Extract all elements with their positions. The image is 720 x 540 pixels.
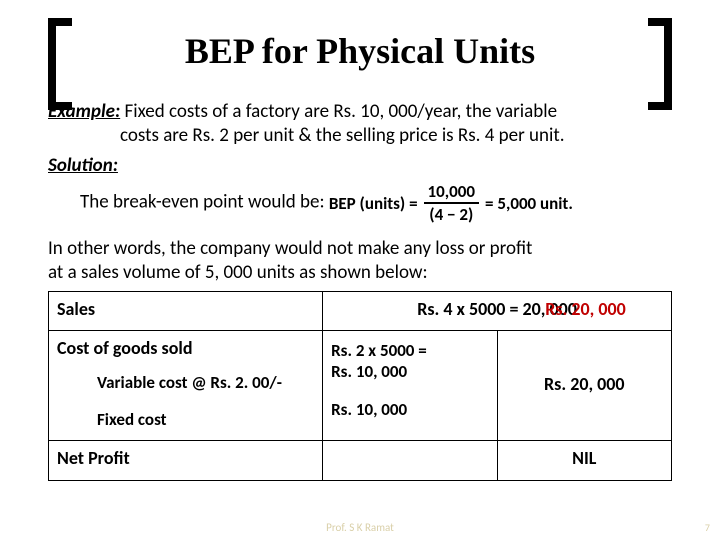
- table-row: Sales Rs. 4 x 5000 = 20, 000 Rs. 20, 000: [49, 291, 672, 331]
- cogs-calc-l1: Rs. 2 x 5000 =: [331, 340, 427, 361]
- formula-lhs: BEP (units) =: [329, 193, 418, 214]
- bracket-right-icon: [648, 18, 672, 110]
- footer-author: Prof. S K Ramat: [0, 521, 720, 534]
- formula-den: (4 − 2): [429, 204, 473, 223]
- afterwords: In other words, the company would not ma…: [48, 237, 672, 285]
- example-text-1: Fixed costs of a factory are Rs. 10, 000…: [120, 100, 557, 123]
- bep-formula: BEP (units) = 10,000 (4 − 2) = 5,000 uni…: [329, 183, 573, 223]
- cell-sales-label: Sales: [49, 291, 323, 331]
- cell-netprofit-blank: [323, 441, 497, 481]
- example-text-2: costs are Rs. 2 per unit & the selling p…: [48, 124, 672, 148]
- solution-label-line: Solution:: [48, 154, 672, 178]
- cogs-calc-l2: Rs. 10, 000: [331, 361, 407, 382]
- page-number: 7: [705, 521, 710, 534]
- cell-sales-calc: Rs. 4 x 5000 = 20, 000 Rs. 20, 000: [323, 291, 672, 331]
- sales-overlay: Rs. 4 x 5000 = 20, 000 Rs. 20, 000: [417, 298, 577, 321]
- bep-intro: The break-even point would be:: [80, 191, 329, 214]
- slide: BEP for Physical Units Example: Fixed co…: [0, 0, 720, 540]
- cell-netprofit-value: NIL: [497, 441, 671, 481]
- bep-line: The break-even point would be: BEP (unit…: [48, 183, 672, 223]
- slide-body: Example: Fixed costs of a factory are Rs…: [48, 100, 672, 481]
- title-wrap: BEP for Physical Units: [48, 30, 672, 72]
- table-row: Net Profit NIL: [49, 441, 672, 481]
- sales-overlay-red: Rs. 20, 000: [545, 298, 626, 321]
- formula-num: 10,000: [424, 183, 479, 204]
- cogs-head: Cost of goods sold: [57, 337, 314, 360]
- afterwords-l1: In other words, the company would not ma…: [48, 237, 532, 260]
- cogs-calc-l3: Rs. 10, 000: [331, 400, 488, 420]
- cell-cogs: Cost of goods sold Variable cost @ Rs. 2…: [49, 331, 323, 441]
- cell-cogs-total: Rs. 20, 000: [497, 331, 671, 441]
- cell-cogs-calc: Rs. 2 x 5000 = Rs. 10, 000 Rs. 10, 000: [323, 331, 497, 441]
- cogs-varcost: Variable cost @ Rs. 2. 00/-: [57, 372, 314, 393]
- cogs-fixedcost: Fixed cost: [57, 409, 314, 430]
- slide-title: BEP for Physical Units: [185, 30, 535, 72]
- bep-table: Sales Rs. 4 x 5000 = 20, 000 Rs. 20, 000…: [48, 291, 672, 481]
- bracket-left-icon: [48, 18, 72, 110]
- afterwords-l2: at a sales volume of 5, 000 units as sho…: [48, 261, 428, 284]
- table-row: Cost of goods sold Variable cost @ Rs. 2…: [49, 331, 672, 441]
- example-line: Example: Fixed costs of a factory are Rs…: [48, 100, 672, 148]
- formula-result: = 5,000 unit.: [485, 193, 573, 214]
- formula-fraction: 10,000 (4 − 2): [424, 183, 479, 223]
- solution-label: Solution:: [48, 154, 118, 177]
- cell-netprofit-label: Net Profit: [49, 441, 323, 481]
